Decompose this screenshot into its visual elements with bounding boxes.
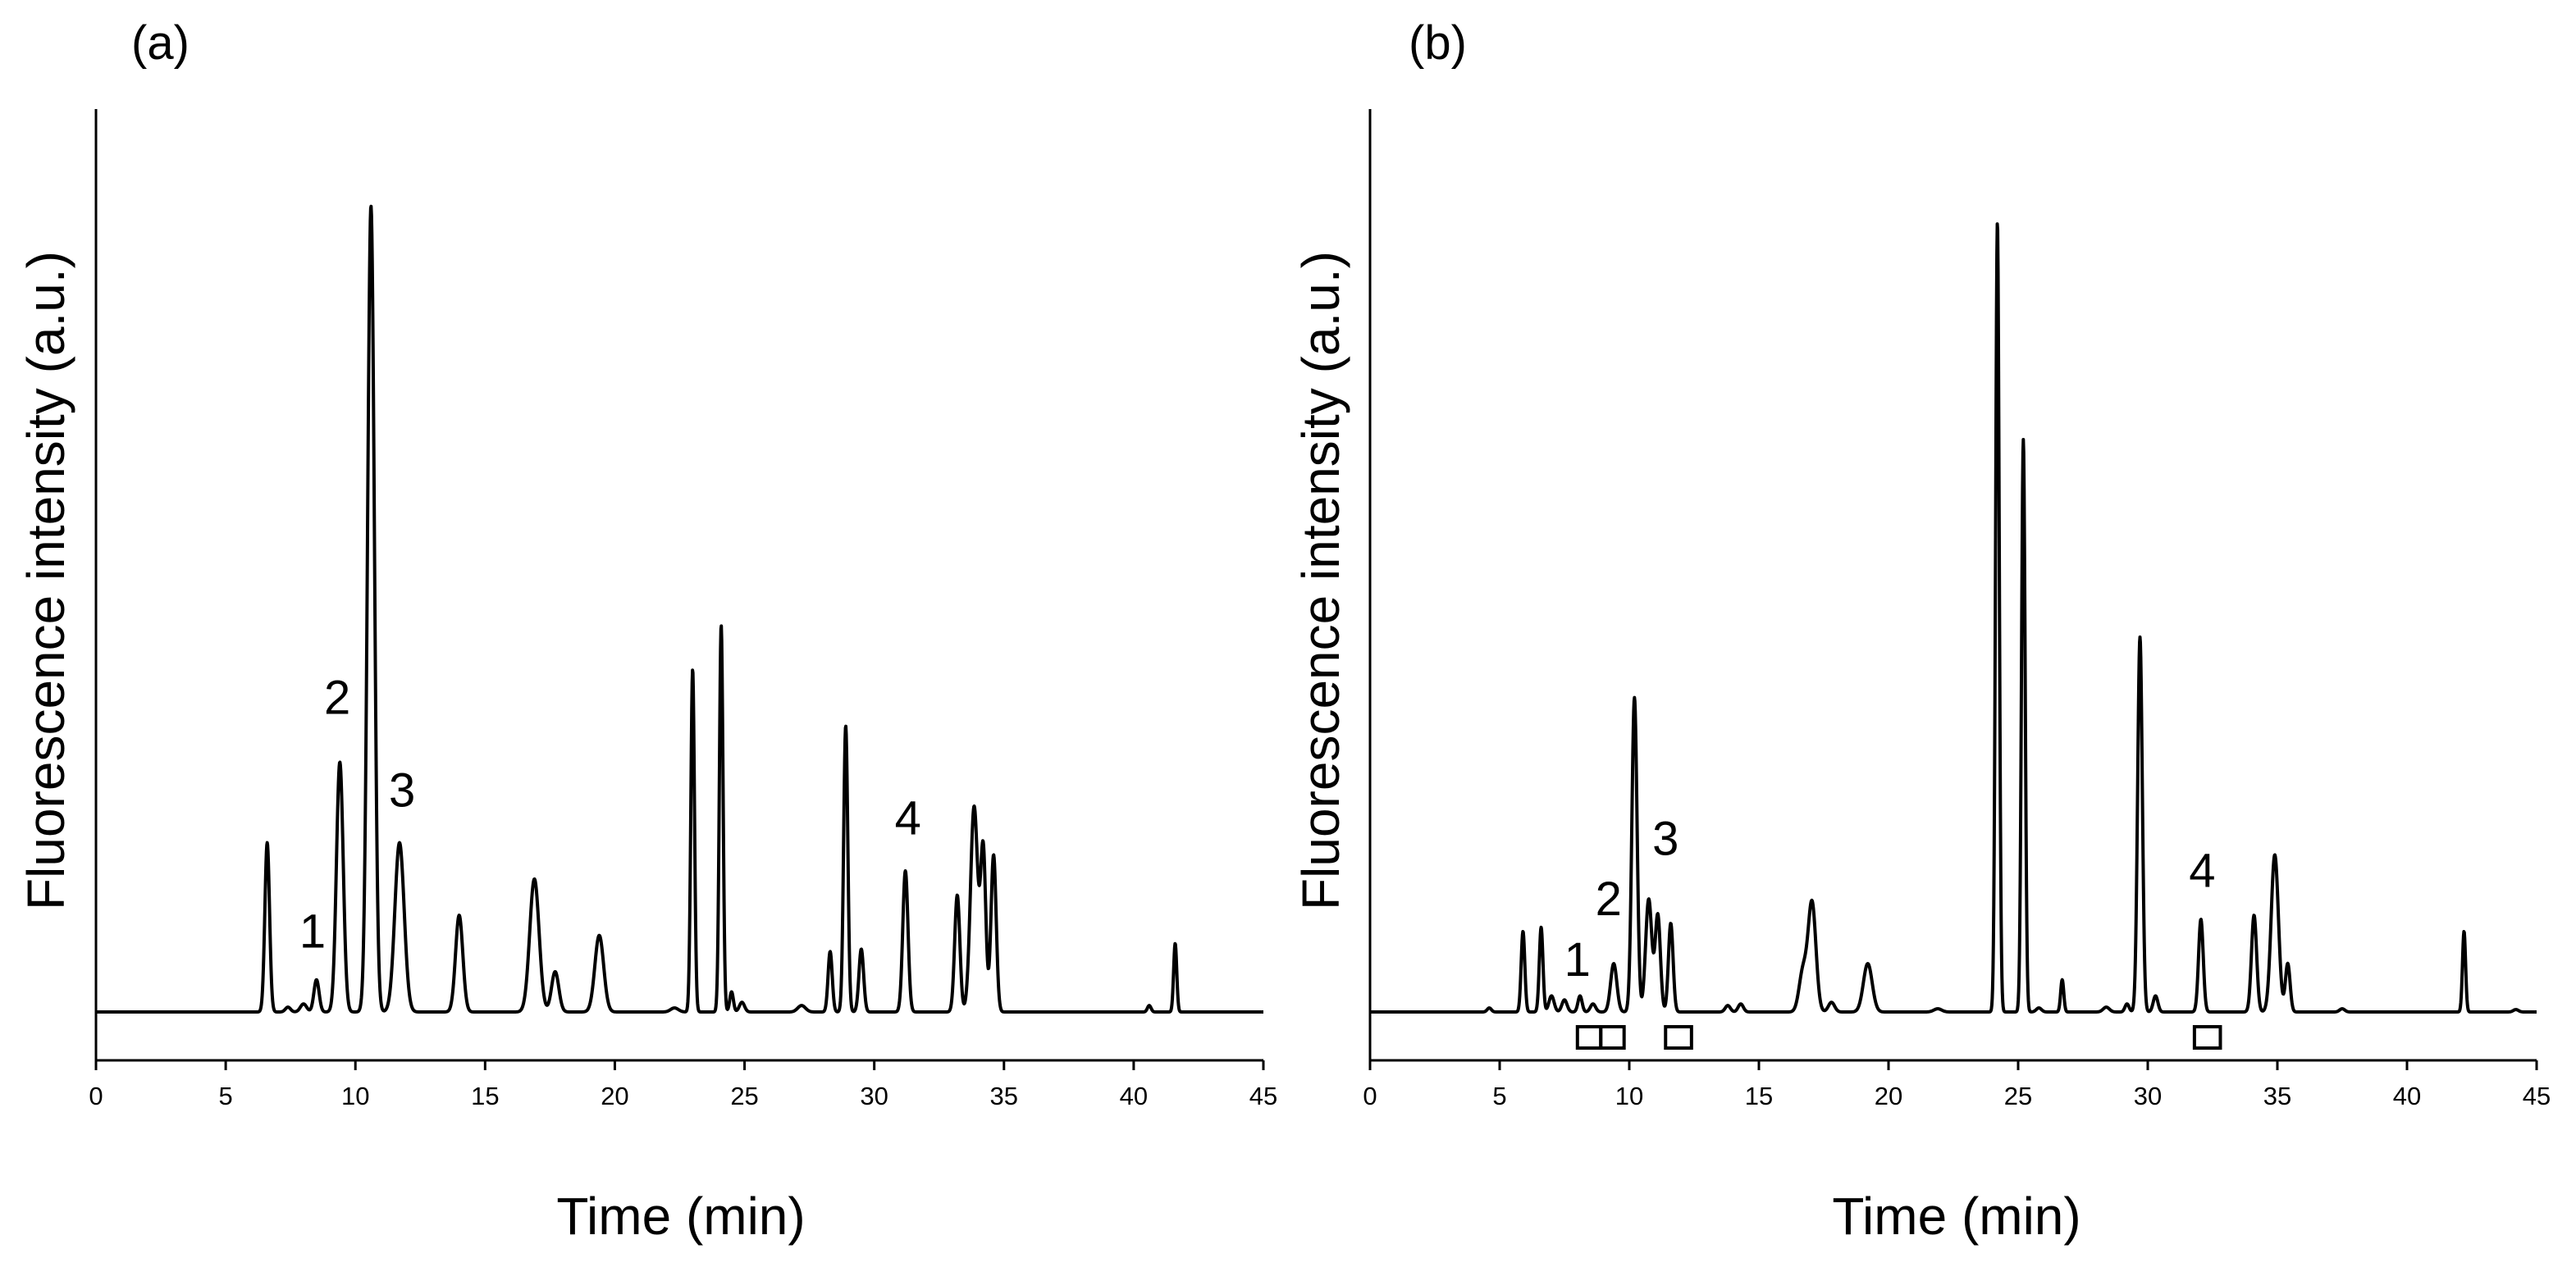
panel-a-y-axis-title: Fluorescence intensity (a.u.) [16,251,75,910]
panel-b-x-tick-label: 5 [1492,1082,1506,1110]
panel-a-peak-label-1: 1 [299,905,326,958]
panel-a-label: (a) [131,16,190,70]
panel-b-fraction-box [1599,1025,1626,1051]
panel-b-x-tick-label: 0 [1363,1082,1377,1110]
panel-a-x-tick-label: 0 [89,1082,103,1110]
panel-b-x-tick-label: 30 [2134,1082,2162,1110]
panel-a-peak-label-3: 3 [389,763,415,817]
panel-a-x-tick-label: 30 [860,1082,888,1110]
panel-a-peak-label-2: 2 [324,671,350,724]
panel-a-x-axis-title: Time (min) [556,1187,805,1246]
panel-b-chromatogram-trace [1368,222,2538,1014]
panel-a-peak-label-4: 4 [895,792,921,845]
panel-b-x-tick-label: 25 [2004,1082,2032,1110]
panel-a-chromatogram-trace [94,204,1265,1014]
panel-b-label: (b) [1409,16,1467,70]
panel-a-x-tick-label: 45 [1249,1082,1277,1110]
panel-a-x-tick-label: 15 [471,1082,499,1110]
panel-b-x-tick-label: 20 [1875,1082,1902,1110]
panel-a-x-tick-label: 35 [990,1082,1018,1110]
panel-b-peak-label-2: 2 [1596,873,1622,926]
panel-b-x-tick-label: 35 [2263,1082,2291,1110]
panel-a-x-tick-label: 5 [218,1082,232,1110]
panel-a-chart: (a) Fluorescence intensity (a.u.) Time (… [16,16,1277,1246]
panel-b-y-axis-title: Fluorescence intensity (a.u.) [1291,251,1350,910]
panel-b-x-tick-label: 10 [1615,1082,1643,1110]
panel-b-x-tick-label: 40 [2393,1082,2421,1110]
panel-b-plot-area: 0 5 10 15 20 25 30 35 40 45 123 4 [1363,109,2551,1110]
panel-a-x-tick-label: 40 [1120,1082,1148,1110]
panel-b-x-axis-title: Time (min) [1832,1187,2080,1246]
panel-a-x-tick-label: 20 [601,1082,628,1110]
panel-b-peak-label-4: 4 [2189,845,2215,898]
panel-b-peak-label-1: 1 [1564,933,1591,987]
panel-a-x-tick-label: 10 [341,1082,369,1110]
panel-b-fraction-box [1664,1025,1693,1051]
panel-a-plot-area: 0 5 10 15 20 25 30 35 40 45 1 23 4 [89,109,1277,1110]
panel-b-fraction-box [1575,1025,1603,1051]
panel-b-x-tick-label: 45 [2523,1082,2551,1110]
panel-a-x-tick-label: 25 [730,1082,758,1110]
panel-b-chart: (b) Fluorescence intensity (a.u.) Time (… [1291,16,2551,1246]
panel-b-x-tick-label: 15 [1745,1082,1773,1110]
panel-b-fraction-box [2192,1025,2222,1051]
panel-b-peak-label-3: 3 [1652,812,1679,865]
